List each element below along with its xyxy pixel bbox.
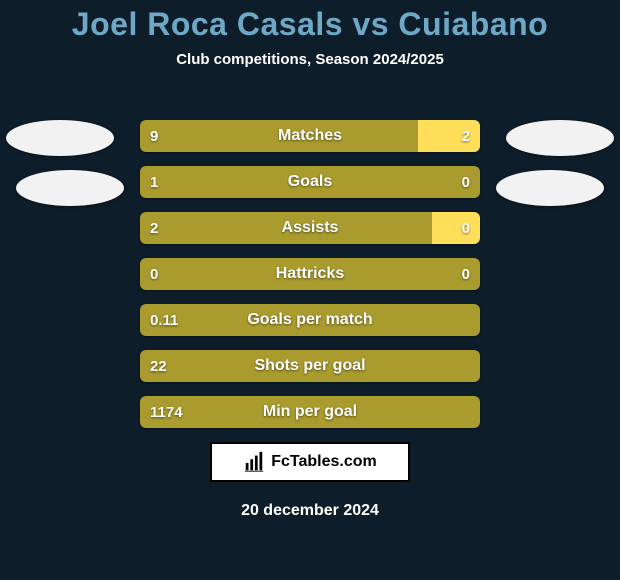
stat-row: Goals per match0.11: [140, 304, 480, 336]
comparison-title: Joel Roca Casals vs Cuiabano: [0, 0, 620, 43]
stat-label: Shots per goal: [140, 350, 480, 382]
stat-value-left: 9: [140, 120, 168, 152]
stat-value-left: 1174: [140, 396, 193, 428]
stat-bar: Matches9 2: [140, 120, 480, 152]
generation-date: 20 december 2024: [0, 502, 620, 520]
stat-value-right: [460, 396, 480, 428]
stat-value-right: 2: [452, 120, 480, 152]
stat-rows: Matches92Goals10Assists20Hattricks00Goal…: [0, 120, 620, 442]
stat-row: Hattricks0 0: [140, 258, 480, 290]
stat-row: Assists2 0: [140, 212, 480, 244]
stat-row: Matches9 2: [140, 120, 480, 152]
stat-value-left: 0.11: [140, 304, 188, 336]
stat-label: Matches: [140, 120, 480, 152]
stat-bar: Assists2 0: [140, 212, 480, 244]
fctables-watermark: FcTables.com: [210, 442, 410, 482]
stat-value-left: 2: [140, 212, 168, 244]
bar-chart-icon: [243, 451, 265, 473]
stat-bar: Shots per goal22: [140, 350, 480, 382]
stat-bar: Goals per match0.11: [140, 304, 480, 336]
stat-value-right: [460, 350, 480, 382]
stat-label: Hattricks: [140, 258, 480, 290]
stat-value-right: 0: [452, 258, 480, 290]
comparison-subtitle: Club competitions, Season 2024/2025: [0, 51, 620, 68]
stat-value-left: 22: [140, 350, 177, 382]
stat-bar: Hattricks0 0: [140, 258, 480, 290]
stat-row: Goals1 0: [140, 166, 480, 198]
stat-label: Goals: [140, 166, 480, 198]
stat-row: Shots per goal22: [140, 350, 480, 382]
stat-label: Assists: [140, 212, 480, 244]
stat-value-left: 0: [140, 258, 168, 290]
stat-row: Min per goal1174: [140, 396, 480, 428]
stat-bar: Goals1 0: [140, 166, 480, 198]
stat-value-right: 0: [452, 166, 480, 198]
watermark-text: FcTables.com: [271, 453, 377, 471]
stat-label: Goals per match: [140, 304, 480, 336]
stat-value-left: 1: [140, 166, 168, 198]
stat-value-right: 0: [452, 212, 480, 244]
stat-value-right: [460, 304, 480, 336]
stat-bar: Min per goal1174: [140, 396, 480, 428]
